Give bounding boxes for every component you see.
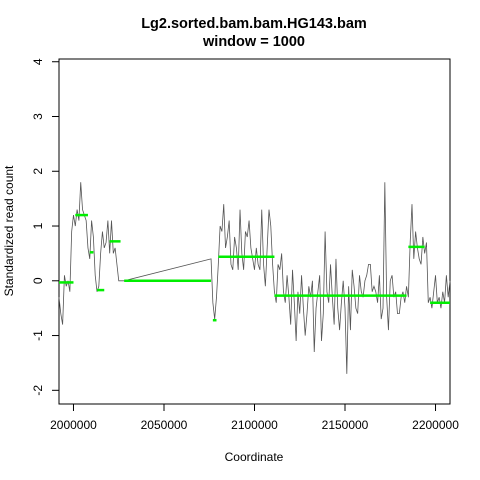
- plot-frame: [58, 58, 451, 405]
- x-axis: 2000000 2050000 2100000 2150000 2200000: [50, 403, 459, 432]
- x-axis-label: Coordinate: [225, 450, 284, 464]
- chart-title: Lg2.sorted.bam.bam.HG143.bam: [141, 16, 367, 32]
- x-tick-label: 2000000: [50, 418, 97, 432]
- y-tick-label: -1: [31, 330, 45, 341]
- read-count-line: [58, 182, 451, 374]
- x-tick-label: 2150000: [322, 418, 369, 432]
- y-tick-label: 0: [31, 277, 45, 284]
- plot-area: [58, 182, 451, 374]
- x-tick-label: 2200000: [412, 418, 459, 432]
- y-tick-label: 4: [31, 58, 45, 65]
- y-tick-label: 3: [31, 113, 45, 120]
- x-tick-label: 2050000: [141, 418, 188, 432]
- y-axis-label: Standardized read count: [2, 165, 16, 296]
- y-tick-label: 1: [31, 222, 45, 229]
- y-tick-label: 2: [31, 168, 45, 175]
- y-axis: -2 -1 0 1 2 3 4: [31, 58, 60, 396]
- chart-subtitle: window = 1000: [202, 34, 305, 50]
- x-tick-label: 2100000: [231, 418, 278, 432]
- y-tick-label: -2: [31, 385, 45, 396]
